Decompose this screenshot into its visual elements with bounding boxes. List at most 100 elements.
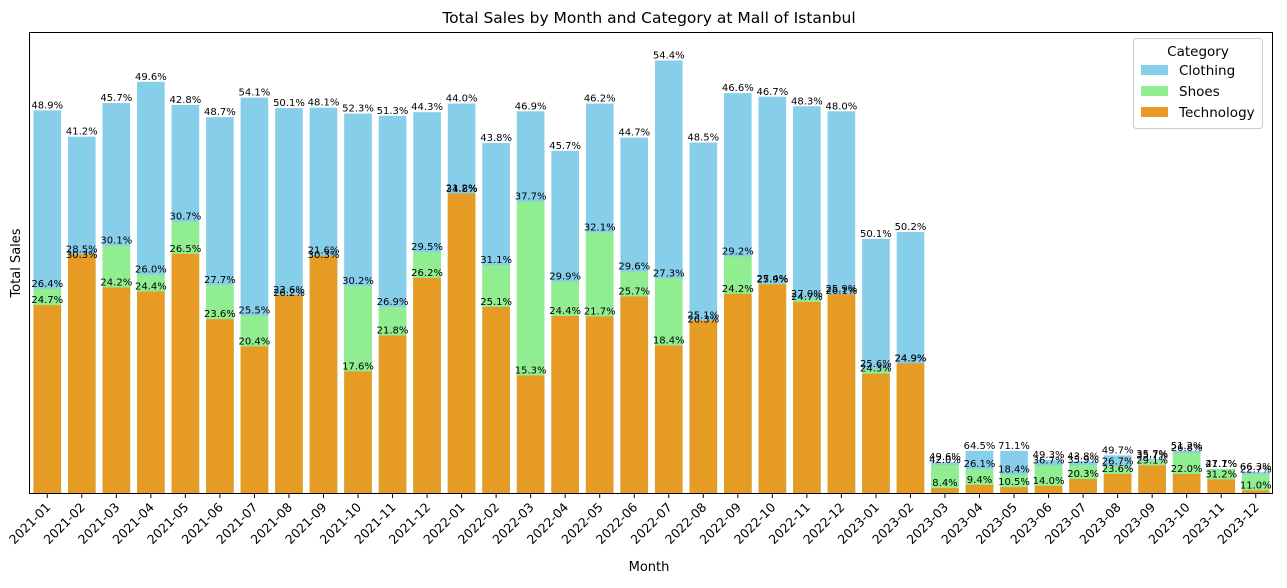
shoes-data-label-2021-12: 29.5% (411, 242, 443, 253)
legend-swatch-technology (1141, 107, 1168, 117)
shoes-data-label-2023-10: 26.8% (1171, 443, 1203, 454)
shoes-data-label-2023-07: 35.9% (1067, 455, 1099, 466)
clothing-data-label-2022-02: 43.8% (480, 133, 512, 144)
clothing-data-label-2021-10: 52.3% (342, 104, 374, 115)
technology-data-label-2022-01: 21.2% (446, 183, 478, 194)
x-axis-ticks: 2021-012021-022021-032021-042021-052021-… (6, 494, 1262, 547)
shoes-data-label-2023-12: 22.7% (1240, 464, 1272, 475)
technology-data-label-2021-02: 28.5% (66, 244, 98, 255)
technology-bar-2023-09 (1138, 465, 1166, 494)
technology-data-label-2022-05: 21.7% (584, 306, 616, 317)
legend-swatch-shoes (1141, 86, 1168, 96)
legend: Category Clothing Shoes Technology (1133, 38, 1263, 129)
shoes-data-label-2023-04: 26.1% (964, 459, 996, 470)
shoes-data-label-2023-01: 25.6% (860, 359, 892, 370)
legend-label-shoes: Shoes (1179, 84, 1220, 100)
shoes-data-label-2022-03: 37.7% (515, 192, 547, 203)
clothing-data-label-2022-08: 48.5% (687, 133, 719, 144)
shoes-data-label-2023-06: 36.7% (1033, 455, 1065, 466)
technology-bar-2022-09 (724, 293, 752, 494)
legend-items: Clothing Shoes Technology (1141, 63, 1255, 121)
x-axis-title: Month (629, 560, 670, 575)
technology-bar-2022-05 (585, 316, 614, 494)
shoes-data-label-2022-06: 29.6% (618, 262, 650, 273)
technology-data-label-2021-12: 26.2% (411, 268, 443, 279)
clothing-data-label-2022-03: 46.9% (515, 101, 547, 112)
clothing-data-label-2023-01: 50.1% (860, 229, 892, 240)
technology-bar-2023-04 (965, 484, 994, 494)
technology-bar-2021-08 (275, 295, 303, 494)
clothing-data-label-2022-06: 44.7% (618, 128, 650, 139)
technology-bar-2021-12 (413, 277, 441, 494)
technology-data-label-2023-07: 20.3% (1067, 469, 1099, 480)
clothing-data-label-2022-05: 46.2% (584, 94, 616, 105)
clothing-data-label-2023-11: 41.7% (1205, 459, 1237, 470)
clothing-data-label-2023-06: 49.3% (1033, 450, 1065, 461)
technology-bar-2023-05 (1000, 487, 1028, 494)
technology-data-label-2023-04: 9.4% (967, 475, 992, 486)
technology-bar-2021-03 (102, 287, 131, 494)
clothing-data-label-2023-07: 43.8% (1067, 451, 1099, 462)
technology-data-label-2021-01: 24.7% (31, 295, 63, 306)
shoes-data-label-2022-05: 32.1% (584, 223, 616, 234)
clothing-data-label-2023-03: 49.6% (929, 452, 961, 463)
shoes-data-label-2022-09: 29.2% (722, 247, 754, 258)
legend-title: Category (1167, 44, 1229, 60)
technology-data-label-2023-12: 11.0% (1240, 480, 1272, 491)
technology-data-label-2021-11: 21.8% (377, 326, 409, 337)
shoes-data-label-2021-04: 26.0% (135, 265, 167, 276)
technology-data-label-2022-08: 25.1% (687, 311, 719, 322)
technology-data-label-2023-10: 22.0% (1171, 464, 1203, 475)
technology-bar-2022-08 (689, 320, 718, 494)
technology-bar-2023-08 (1103, 474, 1132, 494)
technology-bar-2021-09 (309, 255, 338, 494)
shoes-data-label-2021-02: 30.3% (66, 250, 98, 261)
technology-bar-2023-10 (1172, 474, 1201, 494)
technology-data-label-2021-04: 24.4% (135, 282, 167, 293)
chart-title: Total Sales by Month and Category at Mal… (441, 9, 855, 27)
technology-bar-2022-11 (793, 301, 821, 494)
legend-frame (1133, 38, 1263, 129)
shoes-data-label-2021-07: 25.5% (239, 306, 271, 317)
legend-label-technology: Technology (1178, 105, 1255, 121)
technology-bar-2021-01 (33, 305, 62, 494)
clothing-data-label-2021-02: 41.2% (66, 127, 98, 138)
technology-bar-2023-01 (862, 373, 890, 494)
clothing-data-label-2022-11: 48.3% (791, 96, 823, 107)
technology-data-label-2021-09: 21.6% (308, 246, 340, 257)
technology-bar-2023-02 (896, 363, 925, 494)
shoes-data-label-2023-02: 24.9% (895, 354, 927, 365)
shoes-data-label-2021-08: 26.2% (273, 288, 305, 299)
technology-data-label-2023-05: 10.5% (998, 477, 1030, 488)
technology-data-label-2023-03: 8.4% (932, 478, 957, 489)
clothing-data-label-2022-04: 45.7% (549, 141, 581, 152)
technology-bar-2022-12 (827, 294, 856, 494)
technology-bar-2023-03 (931, 488, 959, 494)
technology-data-label-2021-05: 26.5% (169, 244, 201, 255)
shoes-data-label-2021-05: 30.7% (169, 212, 201, 223)
shoes-data-label-2022-01: 34.8% (446, 184, 478, 195)
clothing-data-label-2021-12: 44.3% (411, 102, 443, 113)
clothing-data-label-2023-12: 66.3% (1240, 462, 1272, 473)
shoes-bar-2023-12 (1241, 474, 1270, 494)
shoes-data-label-2022-10: 27.4% (756, 274, 788, 285)
technology-bar-2023-12 (1241, 490, 1270, 494)
technology-bar-2023-11 (1207, 479, 1236, 494)
shoes-data-label-2023-03: 42.0% (929, 455, 961, 466)
clothing-data-label-2021-09: 48.1% (308, 98, 340, 109)
clothing-data-label-2023-05: 71.1% (998, 441, 1030, 452)
shoes-data-label-2021-03: 30.1% (100, 236, 132, 247)
shoes-data-label-2022-12: 26.1% (826, 286, 858, 297)
y-axis-title: Total Sales (9, 228, 24, 298)
technology-data-label-2021-07: 20.4% (239, 336, 271, 347)
technology-bar-2022-01 (447, 193, 476, 494)
technology-data-label-2022-09: 24.2% (722, 284, 754, 295)
technology-data-label-2023-01: 24.3% (860, 364, 892, 375)
technology-bar-2022-10 (758, 284, 787, 494)
shoes-data-label-2021-11: 26.9% (377, 297, 409, 308)
legend-swatch-clothing (1141, 65, 1168, 75)
technology-data-label-2022-03: 15.3% (515, 366, 547, 377)
technology-bar-2021-02 (67, 254, 96, 494)
